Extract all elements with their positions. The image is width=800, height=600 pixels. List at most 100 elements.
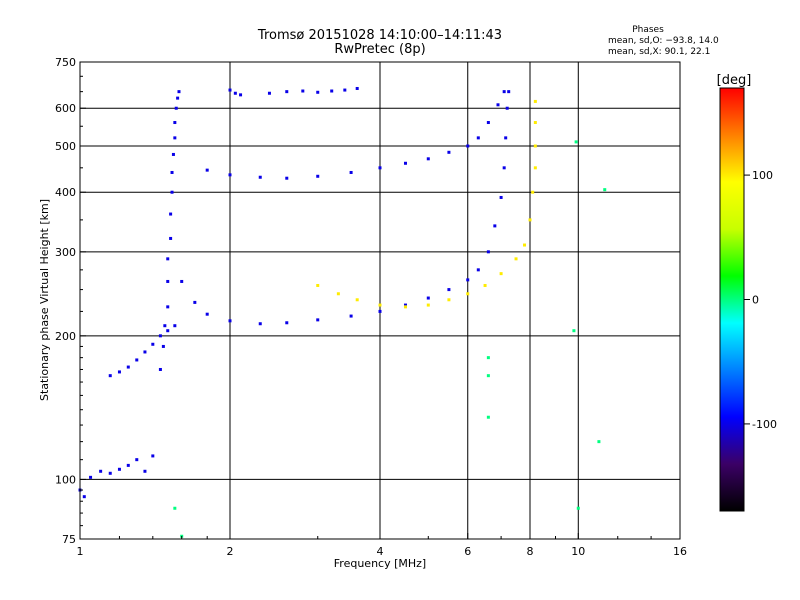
y-tick-label: 100 (55, 473, 76, 486)
colorbar (719, 87, 745, 512)
data-point (193, 300, 197, 304)
data-point (523, 243, 527, 247)
data-point (163, 324, 167, 328)
x-axis-ticks: 1 2 4 6 8 10 16 (77, 533, 687, 558)
data-point (533, 121, 537, 125)
data-point (173, 136, 177, 140)
data-point (239, 93, 243, 97)
x-tick-label: 6 (464, 545, 471, 558)
data-point (158, 367, 162, 371)
data-point (447, 298, 451, 302)
data-point (447, 288, 451, 292)
data-point (135, 358, 139, 362)
data-point (170, 170, 174, 174)
data-point (267, 91, 271, 95)
data-point (486, 374, 490, 378)
data-point (180, 279, 184, 283)
y-tick-label: 500 (55, 140, 76, 153)
data-point (285, 321, 289, 325)
data-point (161, 344, 165, 348)
data-point (355, 298, 359, 302)
data-point (117, 467, 121, 471)
colorbar-tick-label: 0 (752, 294, 759, 307)
data-point (483, 283, 487, 287)
data-point (108, 471, 112, 475)
data-point (426, 303, 430, 307)
data-point (166, 329, 170, 333)
data-point (316, 90, 320, 94)
data-point (285, 176, 289, 180)
data-point (117, 370, 121, 374)
chart-subtitle: RwPretec (8p) (334, 42, 425, 57)
x-tick-label: 10 (571, 545, 585, 558)
y-tick-label: 300 (55, 246, 76, 259)
data-point (528, 218, 532, 222)
data-point (505, 106, 509, 110)
data-point (126, 463, 130, 467)
data-point (476, 268, 480, 272)
x-tick-label: 16 (673, 545, 687, 558)
data-point (514, 257, 518, 261)
x-tick-label: 1 (77, 545, 84, 558)
y-tick-label: 750 (55, 56, 76, 69)
data-point (169, 212, 173, 216)
data-point (504, 136, 508, 140)
data-point (151, 454, 155, 458)
data-point (466, 292, 470, 296)
data-point (576, 506, 580, 510)
data-point (316, 318, 320, 322)
data-point (169, 236, 173, 240)
data-point (171, 152, 175, 156)
data-point (343, 88, 347, 92)
data-point (378, 303, 382, 307)
x-axis-label: Frequency [MHz] (334, 557, 426, 570)
data-point (493, 224, 497, 228)
data-point (174, 106, 178, 110)
data-point (499, 195, 503, 199)
data-point (205, 168, 209, 172)
data-points (78, 86, 607, 538)
data-point (228, 88, 232, 92)
data-point (486, 415, 490, 419)
data-point (499, 272, 503, 276)
data-point (258, 175, 262, 179)
data-point (531, 190, 535, 194)
data-point (285, 90, 289, 94)
colorbar-tick-label: -100 (752, 418, 777, 431)
data-point (173, 121, 177, 125)
data-point (476, 136, 480, 140)
data-point (403, 305, 407, 309)
data-point (158, 334, 162, 338)
data-point (301, 89, 305, 93)
data-point (228, 319, 232, 323)
data-point (228, 173, 232, 177)
legend-title: Phases (632, 25, 664, 35)
data-point (205, 312, 209, 316)
x-tick-label: 4 (377, 545, 384, 558)
data-point (603, 188, 607, 192)
data-point (258, 322, 262, 326)
data-point (135, 458, 139, 462)
colorbar-tick-label: 100 (752, 169, 773, 182)
data-point (533, 166, 537, 170)
data-point (151, 342, 155, 346)
data-point (486, 250, 490, 254)
data-point (502, 90, 506, 94)
data-point (82, 495, 86, 499)
data-point (403, 303, 407, 307)
data-point (99, 469, 103, 473)
y-tick-label: 600 (55, 102, 76, 115)
data-point (533, 144, 537, 148)
data-point (143, 350, 147, 354)
data-point (330, 89, 334, 93)
data-point (170, 190, 174, 194)
colorbar-ticks: 100 0 -100 (744, 169, 777, 431)
data-point (466, 278, 470, 282)
data-point (176, 96, 180, 100)
data-point (126, 365, 130, 369)
data-point (173, 324, 177, 328)
data-point (574, 140, 578, 144)
legend-line-o: mean, sd,O: −93.8, 14.0 (608, 36, 719, 46)
data-point (177, 90, 181, 94)
